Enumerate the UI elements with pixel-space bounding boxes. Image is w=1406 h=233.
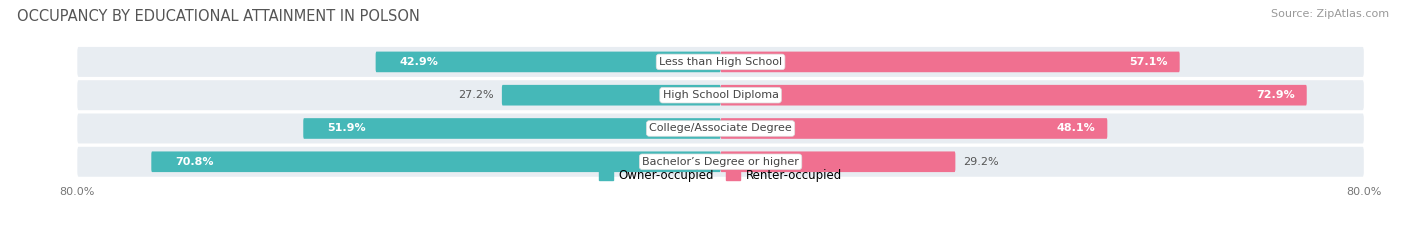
FancyBboxPatch shape: [375, 51, 721, 72]
Text: 70.8%: 70.8%: [176, 157, 214, 167]
Text: 48.1%: 48.1%: [1056, 123, 1095, 134]
Text: OCCUPANCY BY EDUCATIONAL ATTAINMENT IN POLSON: OCCUPANCY BY EDUCATIONAL ATTAINMENT IN P…: [17, 9, 420, 24]
FancyBboxPatch shape: [77, 113, 1364, 144]
Text: 72.9%: 72.9%: [1256, 90, 1295, 100]
Text: College/Associate Degree: College/Associate Degree: [650, 123, 792, 134]
FancyBboxPatch shape: [77, 47, 1364, 77]
Text: Source: ZipAtlas.com: Source: ZipAtlas.com: [1271, 9, 1389, 19]
Text: 27.2%: 27.2%: [458, 90, 494, 100]
Text: 51.9%: 51.9%: [328, 123, 366, 134]
FancyBboxPatch shape: [304, 118, 721, 139]
Text: 42.9%: 42.9%: [399, 57, 439, 67]
FancyBboxPatch shape: [77, 147, 1364, 177]
FancyBboxPatch shape: [77, 80, 1364, 110]
Text: Less than High School: Less than High School: [659, 57, 782, 67]
Text: High School Diploma: High School Diploma: [662, 90, 779, 100]
Text: 29.2%: 29.2%: [963, 157, 1000, 167]
FancyBboxPatch shape: [721, 118, 1108, 139]
FancyBboxPatch shape: [721, 85, 1306, 106]
Legend: Owner-occupied, Renter-occupied: Owner-occupied, Renter-occupied: [593, 164, 848, 187]
Text: 57.1%: 57.1%: [1129, 57, 1167, 67]
FancyBboxPatch shape: [152, 151, 721, 172]
FancyBboxPatch shape: [721, 151, 955, 172]
FancyBboxPatch shape: [502, 85, 721, 106]
Text: Bachelor’s Degree or higher: Bachelor’s Degree or higher: [643, 157, 799, 167]
FancyBboxPatch shape: [721, 51, 1180, 72]
